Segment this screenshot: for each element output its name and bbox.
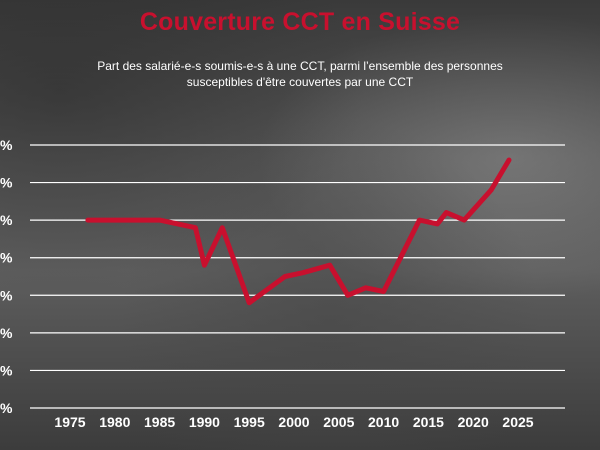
y-axis-tick-labels: %%%%%%%% [0, 137, 13, 416]
x-tick-label: 1990 [189, 414, 220, 430]
chart-title: Couverture CCT en Suisse [139, 8, 461, 36]
y-tick-label: % [0, 362, 13, 378]
y-tick-label: % [0, 250, 13, 266]
x-tick-label: 2005 [323, 414, 354, 430]
x-tick-label: 2000 [278, 414, 309, 430]
y-tick-label: % [0, 137, 13, 153]
y-tick-label: % [0, 287, 13, 303]
y-tick-label: % [0, 175, 13, 191]
y-tick-label: % [0, 325, 13, 341]
x-tick-label: 2025 [502, 414, 533, 430]
grid-lines [30, 144, 565, 409]
x-tick-label: 1975 [54, 414, 85, 430]
x-tick-label: 2015 [413, 414, 444, 430]
series-line [85, 157, 512, 306]
series-layer [85, 157, 512, 306]
y-tick-label: % [0, 212, 13, 228]
y-tick-label: % [0, 400, 13, 416]
x-tick-label: 2020 [458, 414, 489, 430]
x-tick-label: 1995 [234, 414, 265, 430]
x-tick-label: 1980 [99, 414, 130, 430]
x-tick-label: 2010 [368, 414, 399, 430]
x-tick-label: 1985 [144, 414, 175, 430]
x-axis-tick-labels: 1975 1980 1985 1990 1995 2000 2005 2010 2015 2020… [54, 414, 533, 430]
chart-subtitle: Part des salarié-e-s soumis-e-s à une CC… [97, 59, 503, 89]
